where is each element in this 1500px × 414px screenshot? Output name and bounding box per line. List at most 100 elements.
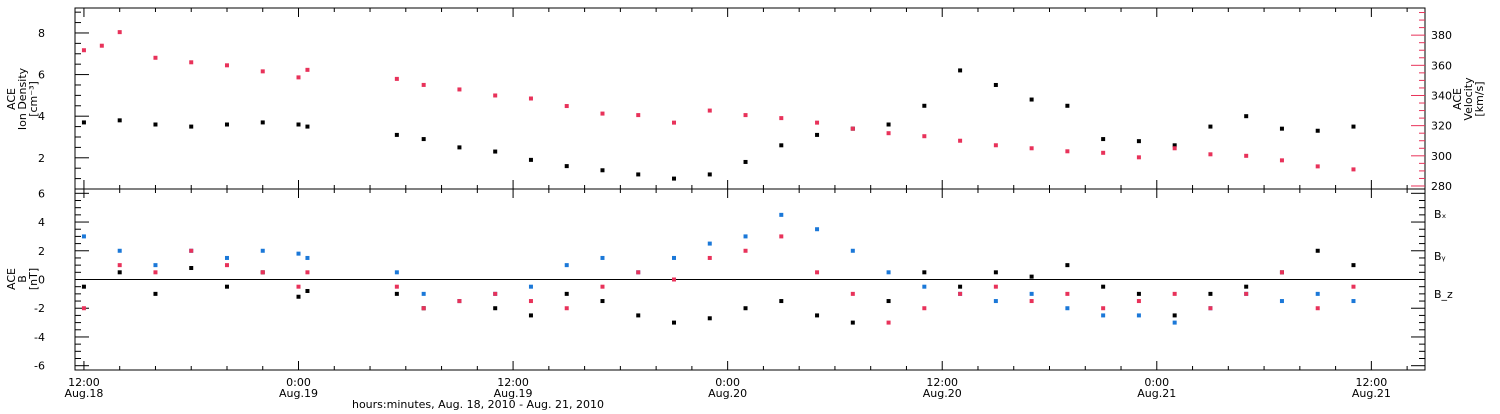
- data-point: [1136, 313, 1141, 318]
- x-tick-label-date: Aug.18: [64, 387, 103, 400]
- data-point: [1279, 126, 1284, 131]
- data-point: [564, 306, 569, 311]
- data-point: [394, 291, 399, 296]
- data-point: [296, 251, 301, 256]
- data-point: [886, 131, 891, 136]
- y-tick-label: 6: [38, 187, 45, 200]
- data-point: [1029, 97, 1034, 102]
- data-point: [117, 270, 122, 275]
- y2-axis-title: [km/s]: [1473, 81, 1486, 116]
- data-point: [81, 234, 86, 239]
- data-point: [1136, 139, 1141, 144]
- data-point: [394, 76, 399, 81]
- data-point: [528, 299, 533, 304]
- x-tick-label-date: Aug.21: [1352, 387, 1391, 400]
- data-point: [743, 306, 748, 311]
- data-point: [922, 103, 927, 108]
- data-point: [850, 291, 855, 296]
- data-point: [779, 143, 784, 148]
- data-point: [886, 270, 891, 275]
- data-point: [528, 157, 533, 162]
- axis-ticks: [75, 8, 1425, 370]
- data-point: [1315, 128, 1320, 133]
- y-tick-label: -2: [34, 302, 45, 315]
- data-point: [224, 284, 229, 289]
- y-axis-title: ACE: [5, 268, 18, 290]
- data-point: [886, 122, 891, 127]
- x-tick-label-date: Aug.20: [708, 387, 747, 400]
- y-axis-title: Ion Density: [16, 67, 29, 130]
- data-point: [189, 124, 194, 129]
- data-point: [1279, 270, 1284, 275]
- data-point: [1351, 167, 1356, 172]
- data-point: [672, 176, 677, 181]
- data-point: [421, 82, 426, 87]
- data-point: [815, 227, 820, 232]
- data-points: [81, 30, 1356, 325]
- data-point: [1279, 299, 1284, 304]
- data-point: [493, 93, 498, 98]
- data-point: [153, 122, 158, 127]
- data-point: [636, 270, 641, 275]
- data-point: [1208, 291, 1213, 296]
- data-point: [1208, 152, 1213, 157]
- data-point: [743, 234, 748, 239]
- data-point: [1101, 306, 1106, 311]
- data-point: [707, 316, 712, 321]
- data-point: [636, 313, 641, 318]
- data-point: [1065, 306, 1070, 311]
- data-point: [1136, 299, 1141, 304]
- x-tick-label-time: 12:00: [68, 376, 100, 389]
- x-tick-label-date: Aug.21: [1137, 387, 1176, 400]
- data-point: [1172, 146, 1177, 151]
- data-point: [1244, 114, 1249, 119]
- data-point: [224, 255, 229, 260]
- data-point: [1136, 155, 1141, 160]
- data-point: [394, 284, 399, 289]
- data-point: [117, 248, 122, 253]
- data-point: [707, 172, 712, 177]
- data-point: [81, 120, 86, 125]
- x-tick-label-date: Aug.19: [279, 387, 318, 400]
- y-tick-label: 4: [38, 110, 45, 123]
- x-tick-label-time: 0:00: [1144, 376, 1169, 389]
- data-point: [707, 108, 712, 113]
- data-point: [886, 299, 891, 304]
- data-point: [1244, 291, 1249, 296]
- data-point: [707, 255, 712, 260]
- y-tick-label: -4: [34, 331, 45, 344]
- data-point: [672, 120, 677, 125]
- data-point: [260, 248, 265, 253]
- data-point: [600, 168, 605, 173]
- x-tick-label-time: 12:00: [497, 376, 529, 389]
- data-point: [421, 137, 426, 142]
- data-point: [81, 284, 86, 289]
- data-point: [99, 43, 104, 48]
- data-point: [958, 284, 963, 289]
- data-point: [707, 241, 712, 246]
- data-point: [743, 248, 748, 253]
- data-point: [1065, 103, 1070, 108]
- data-point: [1315, 291, 1320, 296]
- data-point: [296, 294, 301, 299]
- data-point: [564, 104, 569, 109]
- data-point: [672, 255, 677, 260]
- data-point: [528, 284, 533, 289]
- data-point: [1172, 143, 1177, 148]
- data-point: [189, 248, 194, 253]
- y-tick-label: 8: [38, 27, 45, 40]
- data-point: [636, 113, 641, 118]
- y-axis-title: ACE: [5, 88, 18, 110]
- y2-tick-label: 320: [1431, 120, 1452, 133]
- data-point: [528, 96, 533, 101]
- data-point: [850, 126, 855, 131]
- y-axis-title: [cm⁻³]: [27, 81, 40, 117]
- data-point: [1351, 263, 1356, 268]
- data-point: [1315, 248, 1320, 253]
- y2-tick-label: 340: [1431, 89, 1452, 102]
- data-point: [394, 132, 399, 137]
- data-point: [1208, 124, 1213, 129]
- data-point: [600, 111, 605, 116]
- data-point: [850, 248, 855, 253]
- data-point: [1029, 274, 1034, 279]
